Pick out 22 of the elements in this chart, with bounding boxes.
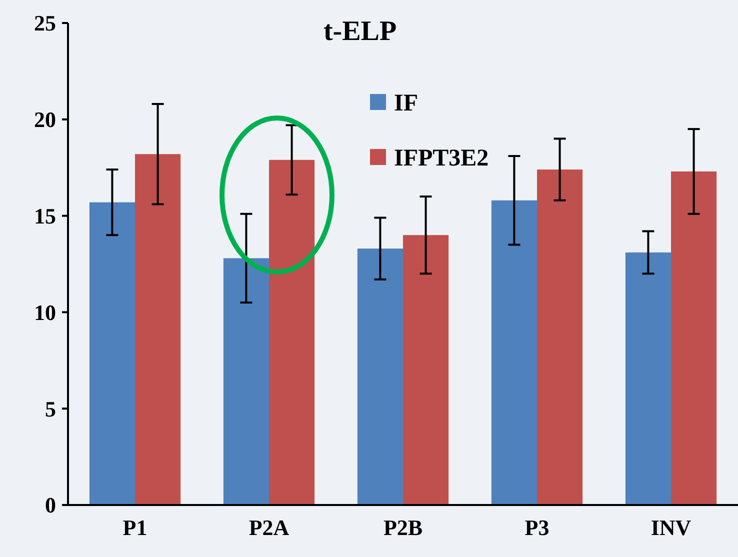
bar [403,235,449,505]
bar [357,248,403,505]
bar [671,171,717,505]
chart-title: t-ELP [323,16,397,47]
y-tick-label: 10 [34,300,56,325]
bar [625,252,671,505]
y-tick-label: 25 [34,10,56,36]
x-tick-label: P2A [248,515,290,540]
bar [491,200,537,505]
bar [135,154,181,505]
y-tick-label: 5 [45,396,56,422]
legend-label: IF [394,90,418,116]
x-tick-label: P1 [122,515,148,540]
x-tick-label: P3 [524,515,550,540]
bar [537,170,583,505]
legend-label: IFPT3E2 [394,145,489,172]
y-tick-label: 20 [34,107,56,132]
y-tick-label: 15 [34,204,56,228]
x-tick-label: INV [650,515,692,540]
bar [89,202,135,505]
y-tick-label: 0 [45,492,56,518]
x-tick-label: P2B [383,515,423,540]
